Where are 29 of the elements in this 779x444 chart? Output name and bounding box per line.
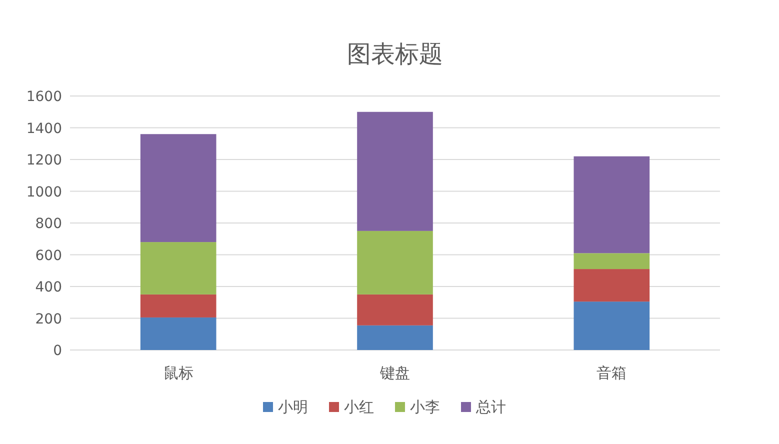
y-tick-label: 600 <box>35 248 62 264</box>
bar <box>140 317 216 350</box>
x-tick-label: 键盘 <box>379 364 410 382</box>
x-tick-label: 音箱 <box>596 364 627 382</box>
legend-label: 小李 <box>410 398 440 416</box>
y-tick-label: 1200 <box>26 152 62 168</box>
legend-label: 小红 <box>344 398 374 416</box>
bar <box>574 156 650 254</box>
y-tick-label: 400 <box>35 280 62 296</box>
bar <box>574 253 650 270</box>
y-tick-label: 1000 <box>26 184 62 200</box>
y-tick-label: 1400 <box>26 120 62 137</box>
y-tick-label: 1600 <box>26 89 62 105</box>
y-tick-label: 200 <box>35 311 62 328</box>
bar <box>357 325 433 350</box>
bar <box>574 302 650 350</box>
y-tick-label: 800 <box>35 216 62 232</box>
bar <box>140 242 216 294</box>
legend-label: 总计 <box>475 398 506 416</box>
y-tick-label: 0 <box>53 343 62 359</box>
bar <box>574 269 650 302</box>
bar <box>357 230 433 294</box>
x-tick-label: 鼠标 <box>163 364 194 382</box>
bar <box>140 134 216 242</box>
bar <box>357 112 433 231</box>
legend-label: 小明 <box>278 398 308 416</box>
bar <box>357 294 433 326</box>
bar <box>140 294 216 318</box>
chart-title: 图表标题 <box>347 40 443 68</box>
